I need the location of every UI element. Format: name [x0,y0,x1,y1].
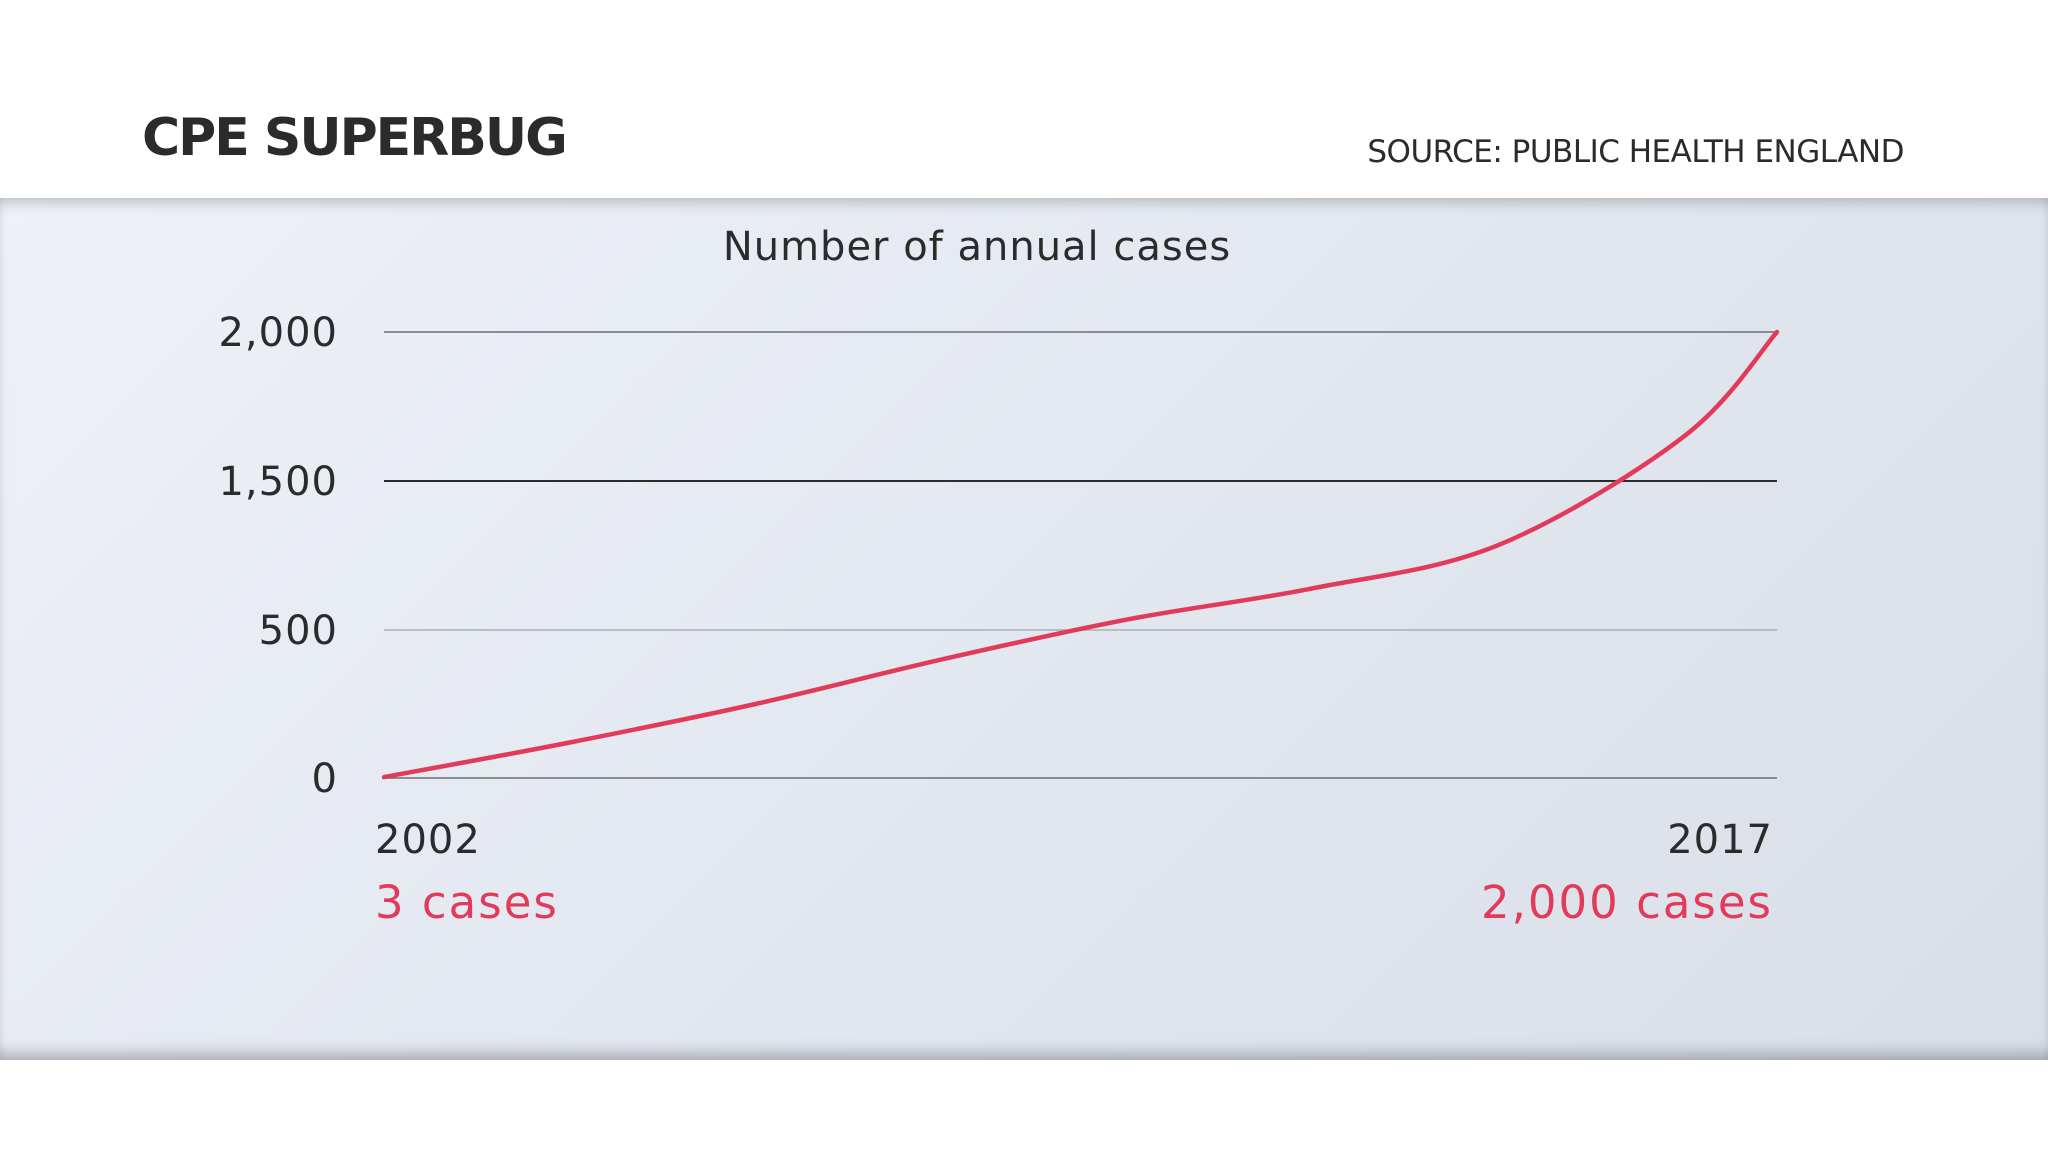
y-tick-label-500: 500 [259,608,338,654]
x-tick-label-start: 2002 [375,817,481,863]
y-tick-label-0: 0 [312,756,338,802]
x-tick-label-end: 2017 [1667,817,1773,863]
y-tick-label-2000: 2,000 [218,310,338,356]
chart-title: Number of annual cases [723,224,1231,270]
y-axis-tick-labels: 0 500 1,500 2,000 [218,310,338,802]
chart-header-title: CPE SUPERBUG [142,108,568,168]
chart-panel [0,198,2048,1060]
gridlines [384,331,1777,779]
y-tick-label-1500: 1,500 [218,459,338,505]
annotation-end: 2,000 cases [1481,876,1773,929]
series-layer [381,329,1780,780]
source-credit: SOURCE: PUBLIC HEALTH ENGLAND [1367,134,1904,170]
series-line-0 [381,329,1780,780]
annotation-start: 3 cases [375,876,559,929]
